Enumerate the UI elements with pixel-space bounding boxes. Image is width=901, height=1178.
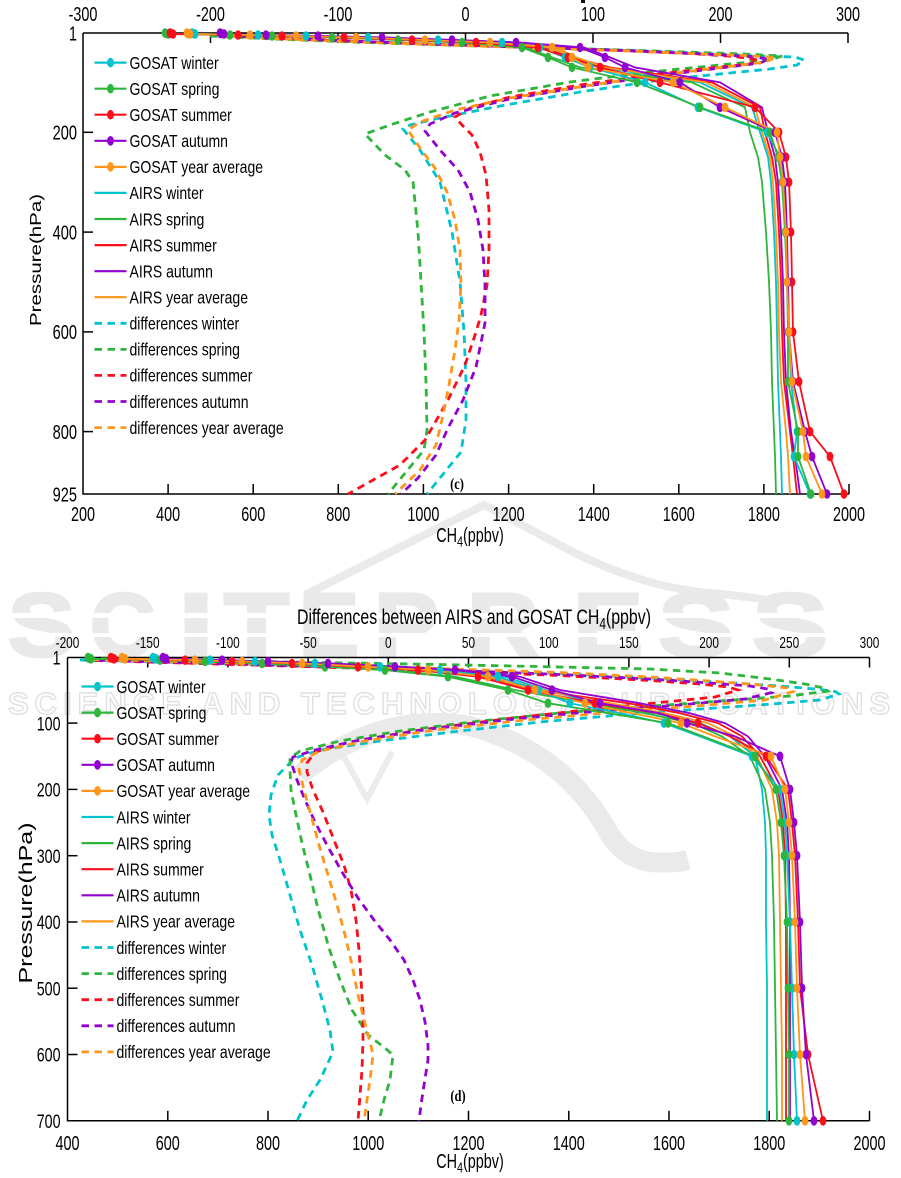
svg-text:GOSAT autumn: GOSAT autumn — [117, 755, 215, 775]
svg-text:GOSAT year average: GOSAT year average — [117, 782, 251, 802]
svg-text:-100: -100 — [216, 633, 240, 651]
svg-text:GOSAT spring: GOSAT spring — [117, 703, 207, 723]
svg-text:Pressure(hPa): Pressure(hPa) — [27, 194, 44, 326]
svg-text:800: 800 — [326, 503, 350, 526]
svg-text:400: 400 — [156, 503, 180, 526]
svg-text:AIRS spring: AIRS spring — [117, 834, 192, 854]
svg-text:E: E — [573, 576, 643, 676]
svg-text:AIRS autumn: AIRS autumn — [130, 262, 213, 282]
svg-text:100: 100 — [539, 633, 559, 651]
svg-text:P: P — [374, 576, 439, 676]
svg-text:150: 150 — [619, 633, 639, 651]
svg-text:GOSAT autumn: GOSAT autumn — [130, 131, 228, 151]
svg-text:-200: -200 — [56, 633, 80, 651]
svg-text:700: 700 — [37, 1111, 61, 1133]
svg-text:(c): (c) — [450, 476, 464, 494]
svg-text:AIRS winter: AIRS winter — [130, 184, 205, 204]
svg-text:AIRS year average: AIRS year average — [130, 288, 249, 308]
svg-text:500: 500 — [37, 978, 61, 1000]
svg-text:300: 300 — [836, 3, 860, 26]
svg-text:CH4(ppbv): CH4(ppbv) — [436, 1150, 504, 1176]
svg-text:differences summer: differences summer — [130, 366, 253, 386]
svg-text:925: 925 — [53, 483, 77, 506]
svg-text:600: 600 — [53, 321, 78, 344]
svg-text:differences year average: differences year average — [117, 1043, 271, 1063]
svg-text:S: S — [8, 576, 75, 676]
svg-text:CH4(ppbv): CH4(ppbv) — [436, 524, 504, 550]
svg-text:AIRS year average: AIRS year average — [117, 912, 236, 932]
svg-text:50: 50 — [462, 633, 475, 651]
svg-text:GOSAT summer: GOSAT summer — [130, 105, 233, 125]
svg-text:differences winter: differences winter — [117, 938, 227, 958]
svg-text:300: 300 — [37, 846, 61, 868]
svg-text:AIRS winter: AIRS winter — [117, 808, 192, 828]
svg-text:2000: 2000 — [853, 1132, 885, 1155]
svg-text:(d): (d) — [450, 1088, 465, 1106]
svg-text:-50: -50 — [300, 633, 317, 651]
svg-text:0: 0 — [385, 633, 392, 651]
svg-text:0: 0 — [461, 3, 469, 26]
svg-text:200: 200 — [708, 3, 732, 26]
svg-text:800: 800 — [53, 421, 78, 444]
svg-text:200: 200 — [699, 633, 719, 651]
svg-text:differences summer: differences summer — [117, 990, 240, 1010]
svg-text:-200: -200 — [196, 3, 225, 26]
svg-text:differences year average: differences year average — [130, 418, 284, 438]
svg-text:GOSAT year average: GOSAT year average — [130, 158, 264, 178]
svg-text:differences autumn: differences autumn — [117, 1016, 236, 1036]
svg-text:400: 400 — [37, 912, 61, 934]
svg-text:-150: -150 — [136, 633, 160, 651]
svg-text:AIRS autumn: AIRS autumn — [117, 886, 200, 906]
svg-text:differences autumn: differences autumn — [130, 392, 249, 412]
svg-text:differences spring: differences spring — [130, 340, 240, 360]
svg-text:200: 200 — [53, 121, 78, 144]
svg-text:1: 1 — [69, 22, 77, 45]
svg-text:AIRS summer: AIRS summer — [117, 860, 205, 880]
svg-text:600: 600 — [37, 1045, 61, 1067]
svg-text:1600: 1600 — [653, 1132, 685, 1155]
svg-text:1200: 1200 — [493, 503, 525, 526]
svg-text:Differences between AIRS and G: Differences between AIRS and GOSAT CH4(p… — [297, 606, 651, 633]
svg-text:GOSAT winter: GOSAT winter — [117, 677, 207, 697]
svg-text:Pressure(hPa): Pressure(hPa) — [15, 822, 36, 983]
svg-text:400: 400 — [53, 221, 78, 244]
svg-text:1000: 1000 — [407, 503, 439, 526]
svg-text:1200: 1200 — [452, 1132, 484, 1155]
svg-text:differences spring: differences spring — [117, 964, 227, 984]
svg-text:AIRS spring: AIRS spring — [130, 210, 205, 230]
svg-text:1800: 1800 — [748, 503, 780, 526]
svg-text:R: R — [467, 576, 539, 676]
svg-text:2000: 2000 — [833, 503, 865, 526]
svg-text:100: 100 — [37, 713, 61, 735]
svg-text:1: 1 — [53, 648, 61, 670]
svg-text:600: 600 — [156, 1132, 180, 1155]
svg-text:600: 600 — [241, 503, 265, 526]
svg-text:1400: 1400 — [578, 503, 610, 526]
svg-text:1800: 1800 — [753, 1132, 785, 1155]
svg-text:200: 200 — [71, 503, 95, 526]
svg-text:GOSAT spring: GOSAT spring — [130, 79, 220, 99]
svg-text:GOSAT summer: GOSAT summer — [117, 729, 220, 749]
svg-text:100: 100 — [581, 3, 605, 26]
svg-text:differences winter: differences winter — [130, 314, 240, 334]
svg-text:300: 300 — [860, 633, 880, 651]
svg-text:250: 250 — [779, 633, 799, 651]
svg-text:800: 800 — [256, 1132, 280, 1155]
svg-text:200: 200 — [37, 779, 61, 801]
svg-text:S: S — [658, 576, 734, 676]
svg-text:400: 400 — [55, 1132, 79, 1155]
svg-text:GOSAT winter: GOSAT winter — [130, 53, 220, 73]
svg-text:1600: 1600 — [663, 503, 695, 526]
svg-text:1400: 1400 — [553, 1132, 585, 1155]
svg-text:1000: 1000 — [352, 1132, 384, 1155]
svg-text:AIRS summer: AIRS summer — [130, 236, 218, 256]
svg-text:-100: -100 — [324, 3, 353, 26]
svg-text:-300: -300 — [69, 3, 98, 26]
